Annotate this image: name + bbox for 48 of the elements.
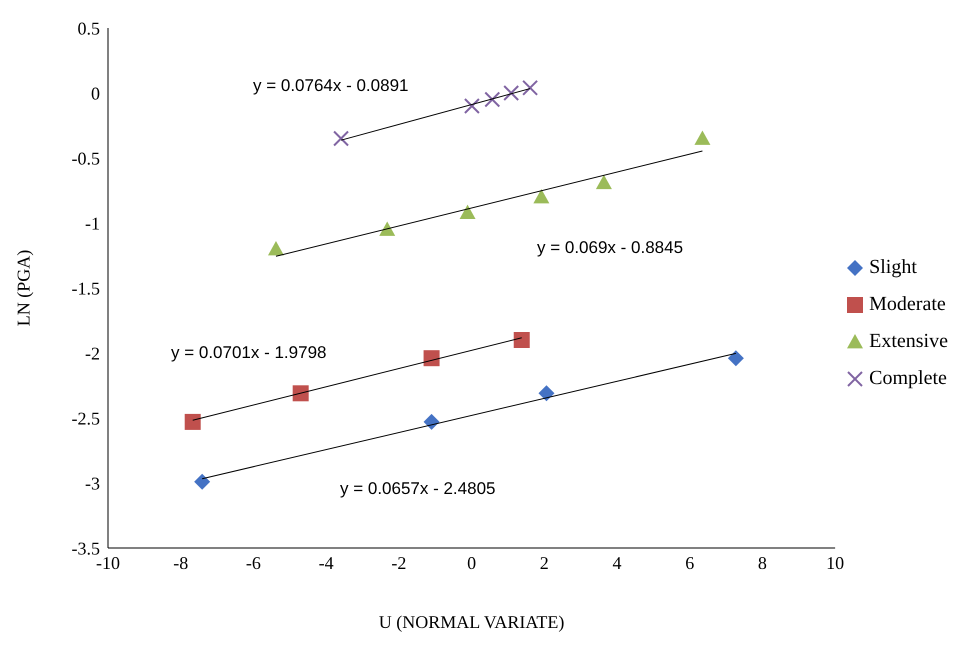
legend-label: Slight: [869, 256, 917, 279]
point: [596, 174, 612, 190]
y-tick-label: 0.5: [78, 18, 100, 38]
point: [728, 350, 744, 366]
y-tick-label: -1: [85, 213, 100, 234]
y-axis-title: LN (PGA): [13, 250, 34, 326]
annotation: y = 0.0764x - 0.0891: [253, 76, 408, 96]
y-tick-label: -1.5: [72, 278, 100, 298]
point: [538, 385, 554, 402]
x-tick-label: 2: [540, 552, 549, 573]
legend-label: Complete: [869, 367, 947, 390]
y-tick-label: -2.5: [72, 408, 100, 428]
annotation: y = 0.0701x - 1.9798: [171, 343, 326, 363]
point: [194, 474, 210, 490]
annotation: y = 0.0657x - 2.4805: [340, 479, 496, 499]
x-tick-label: 0: [467, 552, 476, 573]
x-tick-label: -6: [246, 552, 261, 573]
y-tick-label: 0: [91, 83, 100, 104]
legend-label: Moderate: [869, 293, 946, 316]
point: [184, 414, 201, 430]
y-tick-label: -2: [85, 343, 100, 364]
x-tick-label: -4: [318, 552, 334, 573]
legend-label: Extensive: [869, 330, 948, 353]
point: [424, 414, 440, 430]
x-axis-title: U (NORMAL VARIATE): [378, 612, 564, 632]
point: [268, 241, 284, 256]
point: [464, 98, 480, 114]
point: [503, 85, 520, 101]
x-tick-label: 10: [826, 552, 844, 573]
point: [460, 204, 476, 219]
x-tick-label: 4: [612, 552, 622, 573]
x-tick-label: -8: [173, 552, 188, 573]
annotation: y = 0.069x - 0.8845: [537, 238, 684, 258]
point: [292, 385, 309, 402]
point: [424, 350, 440, 366]
point: [694, 130, 710, 145]
x-tick-label: 8: [758, 552, 767, 573]
point: [333, 130, 350, 146]
point: [533, 189, 550, 204]
y-tick-label: -3.5: [72, 538, 100, 558]
point: [379, 222, 396, 236]
x-tick-label: 6: [685, 552, 694, 573]
y-tick-label: -3: [85, 473, 100, 494]
y-tick-label: -0.5: [72, 148, 100, 168]
x-tick-label: -2: [391, 552, 406, 573]
point: [522, 80, 538, 96]
point: [514, 332, 530, 348]
point: [484, 92, 500, 108]
